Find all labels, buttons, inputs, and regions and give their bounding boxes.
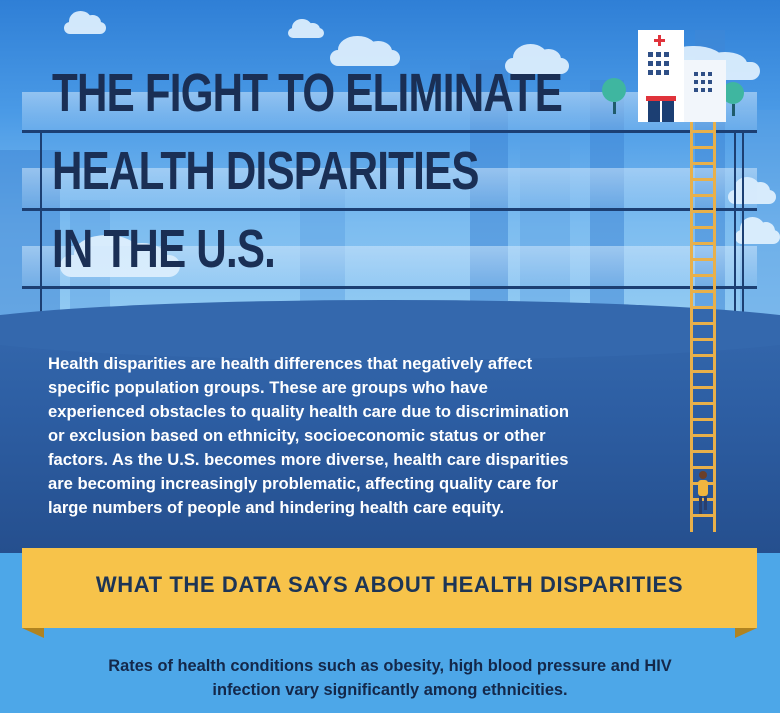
intro-line: factors. As the U.S. becomes more divers… <box>48 450 569 469</box>
page-title-line-3: IN THE U.S. <box>52 219 276 279</box>
shelf-surface <box>22 168 757 208</box>
person-icon <box>698 471 708 514</box>
intro-panel <box>0 300 780 553</box>
shelf-line <box>22 286 757 289</box>
section-line: infection vary significantly among ethni… <box>212 681 568 699</box>
shelf-line <box>22 208 757 211</box>
tree-icon <box>722 82 744 116</box>
cloud-icon <box>288 19 324 38</box>
intro-line: experienced obstacles to quality health … <box>48 402 570 421</box>
hospital-icon <box>638 30 726 122</box>
shelf-line <box>22 130 757 133</box>
intro-line: specific population groups. These are gr… <box>48 378 488 397</box>
intro-line: large numbers of people and hindering he… <box>48 498 505 517</box>
cloud-icon <box>505 43 569 74</box>
tree-icon <box>602 78 626 114</box>
skyline-building <box>520 120 570 320</box>
cloud-icon <box>330 35 400 66</box>
page-title-line-2: HEALTH DISPARITIES <box>52 141 479 201</box>
page-title-line-1: THE FIGHT TO ELIMINATE <box>52 63 563 123</box>
banner-fold <box>735 628 757 638</box>
shelf-surface <box>22 92 757 132</box>
section-paragraph: Rates of health conditions such as obesi… <box>40 654 740 702</box>
intro-line: are becoming increasingly problematic, a… <box>48 474 558 493</box>
shelf-post <box>742 130 744 320</box>
cloud-icon <box>735 217 780 244</box>
ladder-icon <box>690 122 716 532</box>
intro-line: Health disparities are health difference… <box>48 354 533 373</box>
intro-line: or exclusion based on ethnicity, socioec… <box>48 426 546 445</box>
cloud-icon <box>64 11 106 34</box>
shelf-post <box>734 130 736 320</box>
shelf-post <box>40 130 42 320</box>
banner-fold <box>22 628 44 638</box>
intro-paragraph: Health disparities are health difference… <box>48 352 688 520</box>
section-line: Rates of health conditions such as obesi… <box>108 657 672 675</box>
shelf-surface <box>22 246 757 286</box>
section-banner <box>22 548 757 628</box>
section-heading: WHAT THE DATA SAYS ABOUT HEALTH DISPARIT… <box>95 572 684 597</box>
